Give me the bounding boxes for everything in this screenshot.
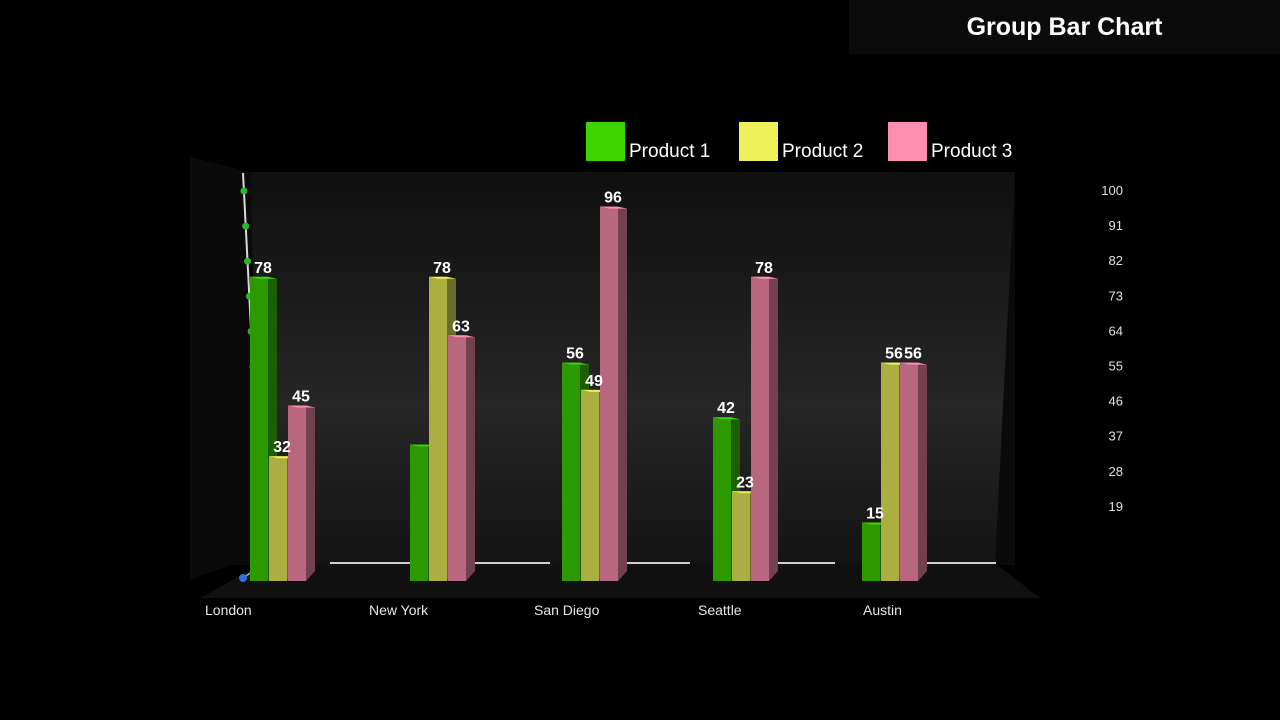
legend-swatch — [888, 122, 927, 161]
bar-side — [769, 276, 778, 581]
y-tick-label: 19 — [1109, 499, 1123, 514]
data-label: 96 — [604, 190, 622, 207]
bar-front — [581, 389, 599, 581]
bar-side — [618, 206, 627, 581]
y-tick-label: 73 — [1109, 288, 1123, 303]
bar-side — [918, 362, 927, 581]
data-label: 78 — [433, 260, 451, 277]
bar-front — [881, 362, 899, 581]
bar-top — [900, 362, 927, 365]
bar-front — [269, 456, 287, 581]
y-tick-marker — [242, 222, 250, 230]
bar-front — [713, 417, 731, 581]
bar-front — [900, 362, 918, 581]
bar-front — [751, 276, 769, 581]
data-label: 23 — [736, 474, 754, 491]
data-label: 63 — [452, 318, 470, 335]
legend-label: Product 2 — [782, 141, 863, 162]
bar-front — [250, 276, 268, 581]
bar-front — [862, 522, 880, 581]
legend-swatch — [739, 122, 778, 161]
bar-3-new-york — [448, 335, 475, 581]
bar-top — [429, 276, 456, 279]
y-tick-label: 91 — [1109, 218, 1123, 233]
category-label: London — [205, 602, 252, 618]
y-tick-labels: 100 91 82 73 64 55 46 37 28 19 — [1101, 183, 1123, 514]
category-label: New York — [369, 602, 429, 618]
bar-top — [448, 335, 475, 338]
y-tick-marker — [240, 187, 248, 195]
bar-top — [713, 417, 740, 420]
axis-origin-marker — [239, 574, 247, 582]
bar-front — [562, 362, 580, 581]
category-label: Austin — [863, 602, 902, 618]
bar-top — [600, 206, 627, 209]
category-labels: London New York San Diego Seattle Austin — [205, 602, 902, 618]
data-label: 56 — [566, 346, 584, 363]
bar-side — [466, 335, 475, 581]
legend-label: Product 3 — [931, 141, 1012, 162]
data-label: 15 — [866, 506, 884, 523]
bar-front — [288, 405, 306, 581]
y-tick-label: 100 — [1101, 183, 1123, 198]
bar-front — [429, 276, 447, 581]
legend-label: Product 1 — [629, 141, 710, 162]
bar-3-london — [288, 405, 315, 581]
bar-front — [600, 206, 618, 581]
bar-front — [410, 444, 428, 581]
bar-3-san-diego — [600, 206, 627, 581]
chart-title: Group Bar Chart — [966, 12, 1163, 41]
data-label: 78 — [755, 260, 773, 277]
bar-front — [448, 335, 466, 581]
y-tick-label: 82 — [1109, 253, 1123, 268]
category-label: Seattle — [698, 602, 742, 618]
bar-side — [306, 405, 315, 581]
y-tick-marker — [244, 257, 252, 265]
data-label: 49 — [585, 373, 603, 390]
bar-top — [751, 276, 778, 279]
y-tick-label: 37 — [1109, 429, 1123, 444]
legend-swatch — [586, 122, 625, 161]
y-tick-label: 28 — [1109, 464, 1123, 479]
chart-title-panel: Group Bar Chart — [849, 0, 1280, 54]
bar-top — [562, 362, 589, 365]
bar-top — [288, 405, 315, 408]
data-label: 42 — [717, 400, 735, 417]
data-label: 56 — [904, 346, 922, 363]
y-tick-label: 55 — [1109, 359, 1123, 374]
data-label: 56 — [885, 346, 903, 363]
data-label: 78 — [254, 260, 272, 277]
data-label: 45 — [292, 389, 310, 406]
bar-3-austin — [900, 362, 927, 581]
y-tick-label: 64 — [1109, 323, 1123, 338]
data-label: 32 — [273, 439, 291, 456]
bar-3-seattle — [751, 276, 778, 581]
category-label: San Diego — [534, 602, 600, 618]
bar-top — [250, 276, 277, 279]
y-tick-label: 46 — [1109, 394, 1123, 409]
bars — [250, 206, 927, 581]
legend: Product 1 Product 2 Product 3 — [586, 122, 1012, 162]
bar-front — [732, 491, 750, 581]
